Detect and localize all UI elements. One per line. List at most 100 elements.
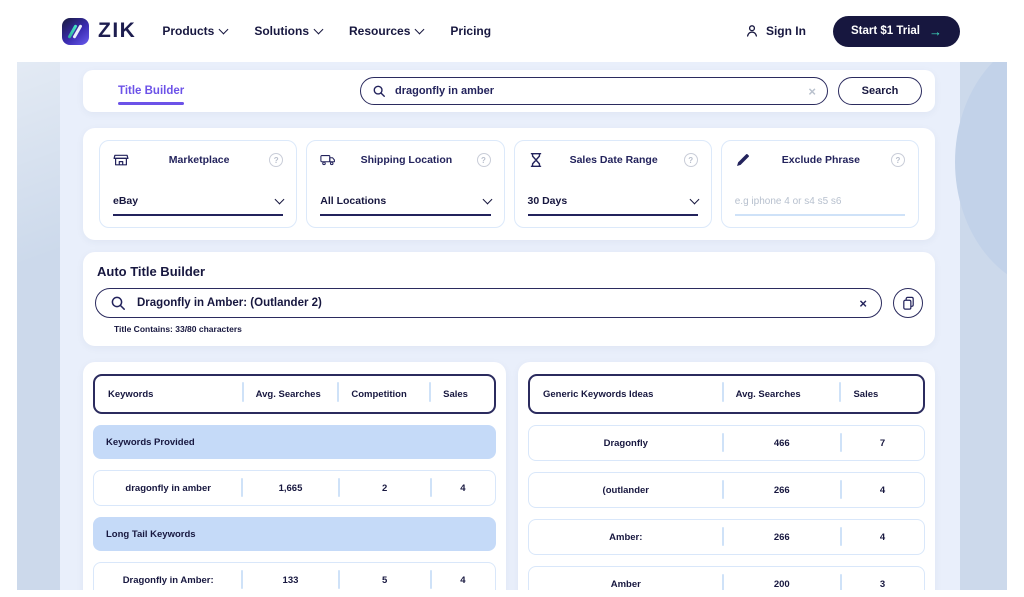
shipping-location-select[interactable]: All Locations	[320, 194, 492, 216]
content-area: Title Builder dragonfly in amber × Searc…	[17, 62, 1007, 590]
nav-products-label: Products	[162, 24, 215, 38]
cell-keyword: Dragonfly in Amber:	[122, 574, 214, 586]
filters-card: Marketplace ? eBay Shipping Lo	[83, 128, 935, 240]
cell-sales: 4	[429, 563, 495, 590]
tab-title-builder[interactable]: Title Builder	[118, 85, 185, 105]
top-nav: ZIK Products Solutions Resources Pricing	[0, 0, 1024, 62]
search-button[interactable]: Search	[838, 77, 922, 105]
keywords-table-card: Keywords Avg. Searches Competition Sales…	[83, 362, 506, 590]
section-long-tail-keywords: Long Tail Keywords	[93, 517, 496, 551]
start-trial-button[interactable]: Start $1 Trial →	[832, 15, 960, 47]
clear-title-icon[interactable]: ×	[859, 295, 867, 311]
marketplace-select[interactable]: eBay	[113, 194, 285, 216]
column-header-keywords: Keywords	[108, 388, 154, 400]
table-row[interactable]: (outlander 266 4	[528, 472, 925, 508]
column-header-avg-searches: Avg. Searches	[241, 376, 339, 412]
chevron-down-icon	[274, 194, 285, 205]
cell-avg-searches: 133	[241, 563, 338, 590]
auto-title-input[interactable]: Dragonfly in Amber: (Outlander 2) ×	[95, 288, 882, 318]
filter-shipping-location: Shipping Location ? All Locations	[306, 140, 505, 228]
cell-sales: 4	[429, 471, 495, 505]
search-icon	[373, 85, 385, 97]
filter-header: Marketplace ?	[113, 152, 284, 168]
table-row[interactable]: Dragonfly in Amber: 133 5 4	[93, 562, 496, 590]
filter-marketplace: Marketplace ? eBay	[99, 140, 298, 228]
generic-keywords-table-card: Generic Keywords Ideas Avg. Searches Sal…	[518, 362, 935, 590]
auto-title-value: Dragonfly in Amber: (Outlander 2)	[137, 297, 322, 309]
sign-in-label: Sign In	[765, 24, 806, 38]
copy-title-button[interactable]	[893, 288, 923, 318]
pencil-icon	[735, 152, 751, 168]
exclude-phrase-input[interactable]	[734, 196, 905, 216]
search-value: dragonfly in amber	[395, 85, 495, 97]
column-header-sales: Sales	[839, 376, 923, 412]
arrow-right-icon: →	[929, 23, 942, 39]
filter-header: Sales Date Range ?	[528, 152, 698, 168]
shipping-location-value: All Locations	[320, 195, 387, 207]
filter-label: Shipping Location	[360, 154, 453, 166]
sales-date-range-select[interactable]: 30 Days	[527, 194, 700, 216]
brand-name: ZIK	[98, 19, 137, 42]
chevron-down-icon	[313, 24, 324, 35]
help-icon[interactable]: ?	[891, 153, 905, 167]
cell-sales: 3	[840, 567, 924, 590]
table-row[interactable]: Amber 200 3	[528, 566, 925, 590]
keywords-table-header: Keywords Avg. Searches Competition Sales	[93, 374, 496, 414]
decorative-circle	[955, 62, 1007, 292]
clear-search-icon[interactable]: ×	[808, 83, 816, 99]
nav-right: Sign In Start $1 Trial →	[745, 15, 960, 47]
section-keywords-provided: Keywords Provided	[93, 425, 496, 459]
auto-title-row: Dragonfly in Amber: (Outlander 2) ×	[95, 288, 923, 318]
brand-logo[interactable]: ZIK	[62, 17, 137, 45]
storefront-icon	[113, 152, 129, 168]
filter-exclude-phrase: Exclude Phrase ?	[720, 140, 919, 228]
nav-solutions[interactable]: Solutions	[254, 24, 324, 38]
help-icon[interactable]: ?	[683, 153, 698, 167]
cell-avg-searches: 266	[721, 520, 842, 554]
marketplace-value: eBay	[113, 195, 139, 207]
column-header-generic-keywords: Generic Keywords Ideas	[543, 388, 654, 400]
column-header-avg-searches: Avg. Searches	[721, 376, 841, 412]
nav-pricing[interactable]: Pricing	[450, 24, 491, 38]
cell-sales: 4	[840, 473, 924, 507]
filter-label: Sales Date Range	[569, 154, 658, 166]
cell-keyword: (outlander	[602, 484, 649, 496]
cell-competition: 2	[337, 471, 431, 505]
chevron-down-icon	[689, 194, 700, 205]
auto-title-builder-card: Auto Title Builder Dragonfly in Amber: (…	[83, 252, 935, 346]
cell-sales: 7	[840, 426, 924, 460]
filter-sales-date-range: Sales Date Range ? 30 Days	[513, 140, 712, 228]
sign-in-link[interactable]: Sign In	[745, 24, 806, 38]
person-icon	[746, 25, 758, 37]
zik-logo-icon	[62, 17, 89, 45]
chevron-down-icon	[414, 24, 425, 35]
cell-keyword: dragonfly in amber	[125, 482, 211, 494]
decorative-band	[17, 62, 60, 322]
cell-keyword: Dragonfly	[603, 437, 648, 449]
start-trial-label: Start $1 Trial	[850, 25, 920, 37]
nav-pricing-label: Pricing	[450, 24, 492, 38]
nav-resources-label: Resources	[349, 24, 411, 38]
help-icon[interactable]: ?	[476, 153, 491, 167]
toolbar-card: Title Builder dragonfly in amber × Searc…	[83, 70, 935, 112]
cell-keyword: Amber	[610, 578, 641, 590]
table-row[interactable]: Amber: 266 4	[528, 519, 925, 555]
help-icon[interactable]: ?	[269, 153, 284, 167]
chevron-down-icon	[482, 194, 492, 205]
main-menu: Products Solutions Resources Pricing	[162, 24, 491, 38]
filter-label: Marketplace	[168, 154, 230, 166]
tab-title-builder-label: Title Builder	[118, 85, 185, 97]
table-row[interactable]: Dragonfly 466 7	[528, 425, 925, 461]
nav-left: ZIK Products Solutions Resources Pricing	[62, 17, 491, 45]
truck-icon	[320, 152, 336, 168]
nav-resources[interactable]: Resources	[349, 24, 425, 38]
copy-icon	[902, 296, 914, 310]
cell-avg-searches: 1,665	[241, 471, 338, 505]
keyword-search-input[interactable]: dragonfly in amber ×	[360, 77, 828, 105]
cell-keyword: Amber:	[609, 531, 643, 543]
nav-products[interactable]: Products	[162, 24, 229, 38]
column-header-sales: Sales	[429, 376, 494, 412]
table-row[interactable]: dragonfly in amber 1,665 2 4	[93, 470, 496, 506]
generic-table-header: Generic Keywords Ideas Avg. Searches Sal…	[528, 374, 925, 414]
